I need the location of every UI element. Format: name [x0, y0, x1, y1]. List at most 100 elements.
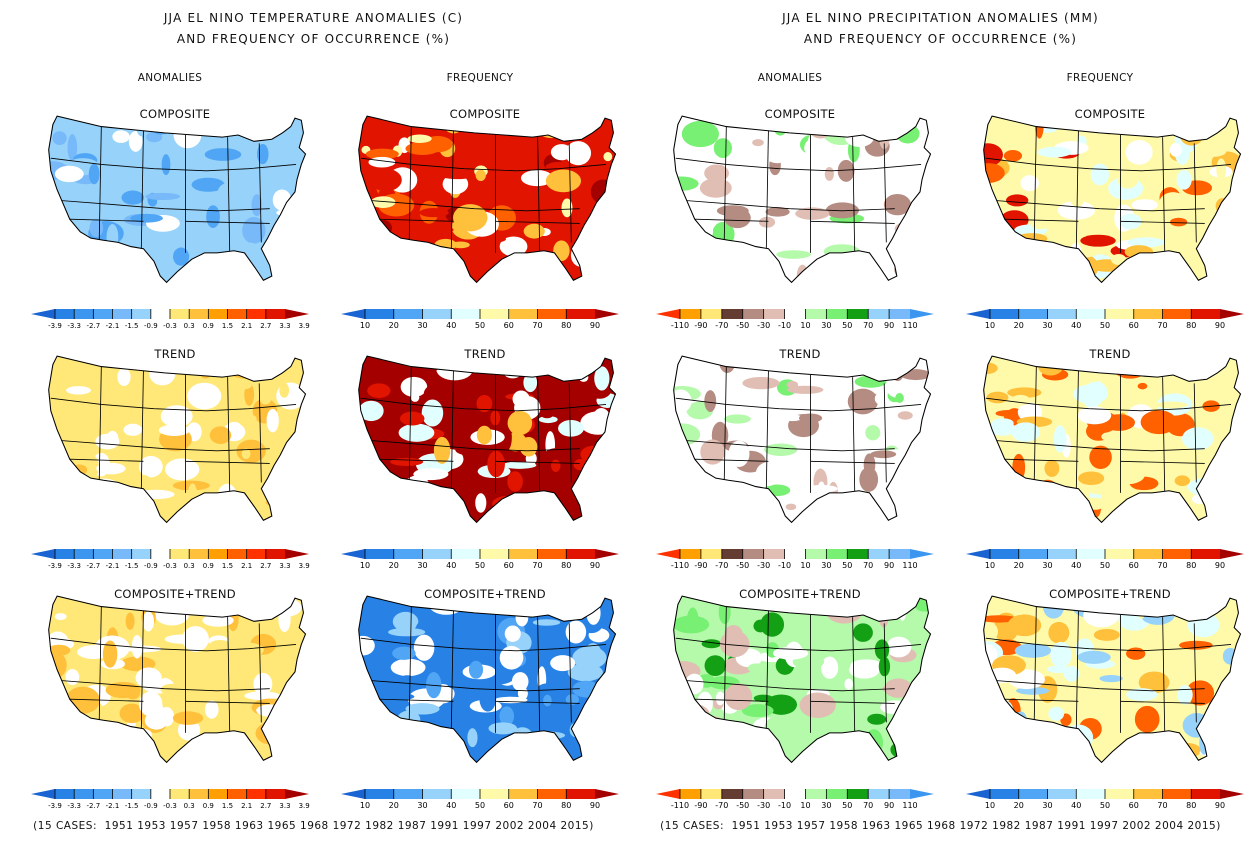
- field-blob: [266, 408, 279, 433]
- field-blob: [161, 154, 171, 176]
- us-map: [358, 355, 617, 524]
- colorbar-label: 90: [884, 801, 894, 810]
- field-blob: [98, 722, 130, 742]
- state-boundary: [1162, 617, 1166, 733]
- colorbar-label: 40: [446, 801, 456, 810]
- field-blob: [592, 408, 611, 432]
- field-blob: [713, 138, 732, 158]
- panel-label: COMPOSITE+TREND: [739, 587, 861, 601]
- colorbar-label: 10: [985, 561, 995, 570]
- colorbar-left-arrow: [966, 309, 990, 319]
- state-boundary: [408, 366, 412, 483]
- field-blob: [62, 267, 100, 283]
- colorbar-label: -10: [778, 801, 791, 810]
- field-blob: [677, 222, 688, 236]
- left-title-line-1: JJA EL NINO TEMPERATURE ANOMALIES (C): [163, 11, 464, 25]
- field-blob: [1020, 175, 1039, 192]
- state-boundary: [765, 610, 769, 729]
- state-boundary: [723, 126, 727, 243]
- field-blob: [1011, 394, 1030, 406]
- colorbar-left-arrow: [656, 309, 680, 319]
- field-blob: [1179, 122, 1204, 146]
- field-blob: [1140, 603, 1176, 625]
- colorbar-label: -1.5: [125, 322, 139, 330]
- field-blob: [187, 382, 222, 410]
- panel-label: COMPOSITE: [764, 107, 836, 121]
- state-boundary: [568, 623, 572, 723]
- colorbar-swatch: [189, 309, 209, 319]
- field-blob: [358, 400, 384, 422]
- field-blob: [540, 384, 570, 392]
- field-blob: [138, 455, 163, 478]
- panel-label: COMPOSITE: [449, 107, 521, 121]
- state-boundary: [883, 383, 887, 483]
- field-blob: [1221, 268, 1237, 276]
- panel-label: TREND: [464, 347, 506, 361]
- colorbar-label: 30: [821, 801, 831, 810]
- field-blob: [73, 718, 96, 732]
- field-blob: [399, 718, 417, 737]
- field-blob: [1127, 237, 1165, 248]
- field-blob: [1207, 508, 1231, 518]
- field-blob: [739, 230, 770, 243]
- colorbar-swatch: [246, 549, 266, 559]
- state-boundary: [69, 218, 144, 222]
- state-boundary: [1120, 700, 1205, 704]
- colorbar-label: 50: [1100, 561, 1110, 570]
- state-boundary: [227, 137, 231, 253]
- state-boundary: [682, 679, 895, 692]
- field-blob: [209, 426, 232, 445]
- us-map: [48, 115, 307, 284]
- field-blob: [1201, 145, 1227, 157]
- field-blob: [870, 450, 897, 459]
- map-panel: COMPOSITE+TREND: [965, 575, 1255, 775]
- colorbar-swatch: [131, 789, 151, 799]
- colorbar-label: 50: [842, 801, 852, 810]
- field-blob: [532, 731, 566, 740]
- field-blob: [440, 172, 475, 180]
- field-blob: [160, 683, 186, 696]
- colorbar-right-arrow: [910, 309, 934, 319]
- field-blob: [238, 175, 272, 189]
- field-blob: [1135, 739, 1172, 763]
- map-panel: TREND: [340, 335, 630, 535]
- colorbar-swatch: [1162, 549, 1192, 559]
- colorbar-swatch: [74, 789, 94, 799]
- colorbar-left-arrow: [31, 549, 55, 559]
- colorbar-swatch: [1047, 309, 1077, 319]
- colorbar-label: 40: [1071, 801, 1081, 810]
- field-blob: [764, 443, 798, 456]
- field-blob: [1013, 497, 1023, 518]
- colorbar-freq: 10 20 30 40 50 60 70 80 90: [335, 305, 625, 335]
- colorbar-label: 30: [417, 321, 427, 330]
- colorbar-label: 40: [1071, 321, 1081, 330]
- field-blob: [241, 448, 251, 460]
- field-blob: [1138, 671, 1170, 694]
- colorbar-freq: 10 20 30 40 50 60 70 80 90: [335, 545, 625, 575]
- field-blob: [896, 238, 925, 246]
- field-blob: [704, 655, 726, 677]
- field-blob: [187, 483, 198, 506]
- colorbar-label: 70: [863, 561, 873, 570]
- colorbar-label: 60: [1129, 561, 1139, 570]
- field-blob: [914, 237, 926, 255]
- state-boundary: [360, 637, 607, 652]
- panel-label: COMPOSITE+TREND: [424, 587, 546, 601]
- field-blob: [83, 454, 99, 480]
- field-blob: [983, 362, 994, 374]
- field-blob: [496, 266, 518, 274]
- field-blob: [584, 643, 602, 666]
- field-blob: [897, 411, 913, 420]
- field-blob: [284, 204, 295, 217]
- field-blob: [112, 130, 130, 143]
- field-blob: [772, 646, 809, 660]
- colorbar-label: 40: [446, 561, 456, 570]
- colorbar-label: -2.7: [86, 562, 100, 570]
- field-blob: [844, 678, 853, 690]
- field-blob: [217, 483, 237, 509]
- state-boundary: [360, 157, 607, 172]
- state-boundary: [69, 698, 144, 702]
- colorbar-label: 1.5: [222, 802, 233, 810]
- field-blob: [67, 134, 78, 162]
- field-blob: [1048, 621, 1070, 644]
